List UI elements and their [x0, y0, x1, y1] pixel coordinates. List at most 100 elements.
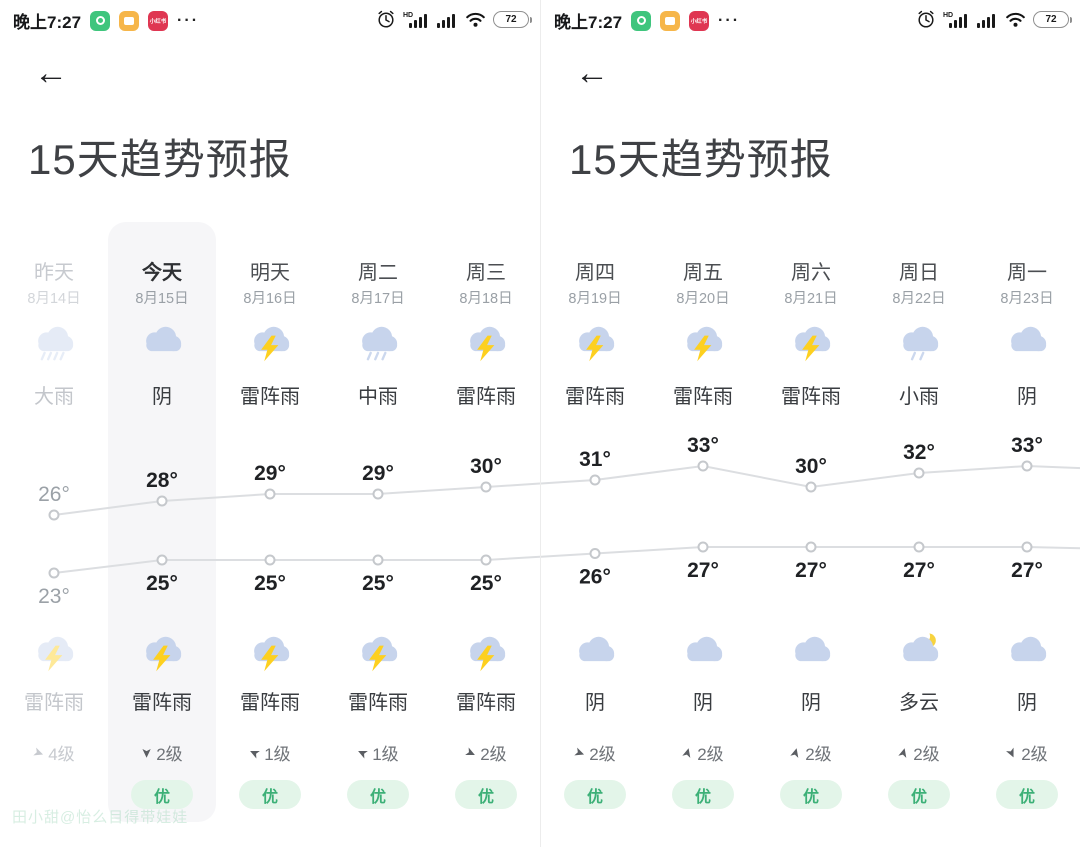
day-column[interactable]: 今天 8月15日 阴 雷阵雨 ➤ 2级 优	[108, 222, 216, 822]
wind-level: 1级	[264, 745, 291, 764]
day-column[interactable]: 周三 8月18日 雷阵雨 雷阵雨 ➤ 2级 优	[432, 222, 540, 822]
day-weather-icon	[973, 320, 1080, 366]
wind-direction-icon: ➤	[894, 745, 912, 760]
night-condition: 阴	[1017, 692, 1037, 714]
night-weather-icon	[973, 630, 1080, 676]
wind-direction-icon: ➤	[462, 742, 480, 762]
day-condition: 大雨	[34, 386, 74, 408]
day-column[interactable]: 周一 8月23日 阴 阴 ➤ 2级 优	[973, 222, 1080, 822]
wind-direction-icon: ➤	[786, 745, 804, 760]
day-column[interactable]: 明天 8月16日 雷阵雨 雷阵雨 ➤ 1级 优	[216, 222, 324, 822]
aqi-badge: 优	[888, 780, 950, 809]
day-label: 今天	[142, 262, 182, 284]
wifi-icon	[466, 12, 485, 27]
wind-level: 2级	[589, 745, 616, 764]
wind-level: 2级	[480, 745, 507, 764]
back-button[interactable]: ←	[575, 54, 609, 92]
day-weather-icon	[216, 320, 324, 366]
day-condition: 中雨	[358, 386, 398, 408]
sim1-signal-hd-icon: HD	[943, 12, 967, 28]
night-weather-icon	[541, 630, 649, 676]
wind-row: ➤ 2级	[649, 740, 757, 765]
battery-icon: 72	[1033, 10, 1072, 28]
wind-row: ➤ 1级	[216, 740, 324, 765]
day-label: 周一	[1007, 262, 1047, 284]
day-date: 8月18日	[459, 291, 513, 307]
wind-direction-icon: ➤	[354, 743, 371, 763]
back-button[interactable]: ←	[34, 54, 68, 92]
wind-row: ➤ 2级	[541, 740, 649, 765]
night-weather-icon	[649, 630, 757, 676]
day-condition: 雷阵雨	[240, 386, 300, 408]
day-date: 8月23日	[1000, 291, 1054, 307]
wifi-icon	[1006, 12, 1025, 27]
day-condition: 雷阵雨	[456, 386, 516, 408]
night-weather-icon	[216, 630, 324, 676]
day-label: 明天	[250, 262, 290, 284]
aqi-badge: 优	[996, 780, 1058, 809]
day-date: 8月19日	[568, 291, 622, 307]
wind-level: 1级	[372, 745, 399, 764]
day-label: 周六	[791, 262, 831, 284]
night-condition: 雷阵雨	[348, 692, 408, 714]
wind-direction-icon: ➤	[246, 743, 263, 763]
night-weather-icon	[865, 630, 973, 676]
wind-level: 2级	[913, 745, 940, 764]
orange-chat-app-icon	[119, 10, 140, 31]
night-weather-icon	[0, 630, 108, 676]
alarm-clock-icon	[378, 10, 394, 28]
aqi-badge: 优	[780, 780, 842, 809]
day-column[interactable]: 周五 8月20日 雷阵雨 阴 ➤ 2级 优	[649, 222, 757, 822]
night-condition: 雷阵雨	[132, 692, 192, 714]
battery-icon: 72	[493, 10, 532, 28]
day-condition: 阴	[152, 386, 172, 408]
day-label: 昨天	[34, 262, 74, 284]
sim2-signal-icon	[977, 13, 995, 28]
xiaohongshu-app-icon: 小红书	[148, 10, 169, 31]
day-condition: 雷阵雨	[673, 386, 733, 408]
day-weather-icon	[324, 320, 432, 366]
day-condition: 雷阵雨	[781, 386, 841, 408]
night-weather-icon	[108, 630, 216, 676]
page-title: 15天趋势预报	[569, 136, 833, 183]
weather-screen-right: 晚上7:27 小红书 ··· HD	[540, 0, 1080, 847]
day-column[interactable]: 周日 8月22日 小雨 多云 ➤ 2级 优	[865, 222, 973, 822]
day-label: 周二	[358, 262, 398, 284]
day-weather-icon	[432, 320, 540, 366]
wind-row: ➤ 2级	[108, 740, 216, 765]
wind-row: ➤ 4级	[0, 740, 108, 765]
green-app-icon	[90, 10, 111, 31]
day-weather-icon	[757, 320, 865, 366]
day-label: 周四	[575, 262, 615, 284]
day-column[interactable]: 周六 8月21日 雷阵雨 阴 ➤ 2级 优	[757, 222, 865, 822]
day-label: 周三	[466, 262, 506, 284]
sim2-signal-icon	[437, 13, 455, 28]
night-weather-icon	[757, 630, 865, 676]
day-label: 周日	[899, 262, 939, 284]
day-condition: 雷阵雨	[565, 386, 625, 408]
status-bar: 晚上7:27 小红书 ··· HD	[541, 0, 1080, 40]
aqi-badge: 优	[564, 780, 626, 809]
day-date: 8月22日	[892, 291, 946, 307]
day-column[interactable]: 周二 8月17日 中雨 雷阵雨 ➤ 1级 优	[324, 222, 432, 822]
day-date: 8月15日	[135, 291, 189, 307]
night-condition: 阴	[693, 692, 713, 714]
more-notifications-icon: ···	[177, 11, 200, 29]
day-weather-icon	[541, 320, 649, 366]
wind-direction-icon: ➤	[572, 743, 588, 761]
wind-row: ➤ 1级	[324, 740, 432, 765]
aqi-badge: 优	[131, 780, 193, 809]
wind-direction-icon: ➤	[139, 747, 155, 758]
svg-text:HD: HD	[943, 12, 953, 19]
wind-level: 2级	[697, 745, 724, 764]
aqi-badge: 优	[672, 780, 734, 809]
night-condition: 雷阵雨	[24, 692, 84, 714]
day-column[interactable]: 周四 8月19日 雷阵雨 阴 ➤ 2级 优	[541, 222, 649, 822]
wind-direction-icon: ➤	[1003, 744, 1022, 761]
day-label: 周五	[683, 262, 723, 284]
day-condition: 阴	[1017, 386, 1037, 408]
watermark: 田小甜@怡么目得带娃娃	[12, 809, 189, 826]
day-column[interactable]: 昨天 8月14日 大雨 雷阵雨 ➤ 4级	[0, 222, 108, 822]
day-weather-icon	[0, 320, 108, 366]
status-time: 晚上7:27	[13, 13, 82, 32]
